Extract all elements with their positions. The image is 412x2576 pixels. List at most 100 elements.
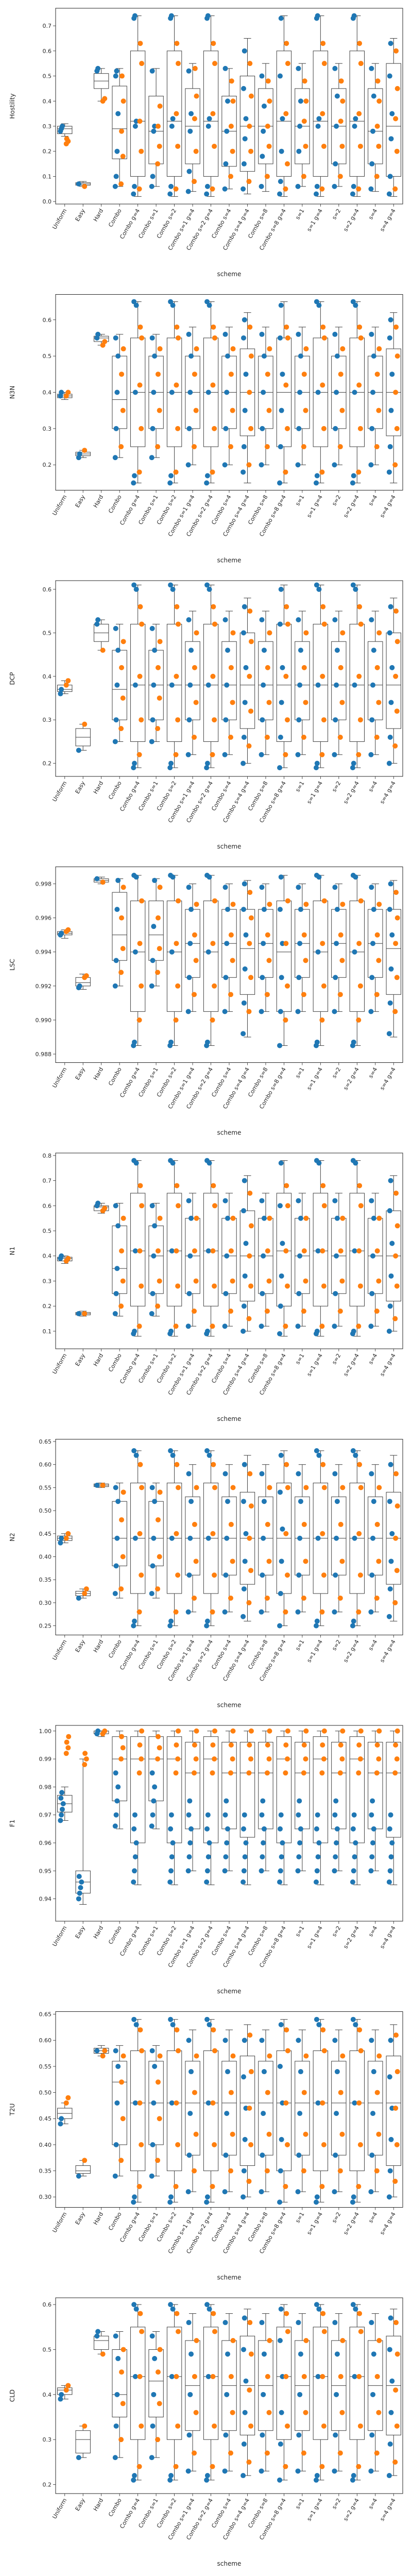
point-orange [303,2410,308,2415]
x-tick-label: Combo [107,1925,123,1945]
point-blue [187,1840,193,1845]
point-orange [392,1600,398,1605]
y-tick-label: 0.3 [43,1278,52,1284]
category-easy [75,448,91,461]
point-blue [389,2378,395,2384]
point-orange [139,2048,145,2054]
x-tick-label: s=1 g=4 [305,2211,324,2236]
point-blue [242,2410,248,2415]
x-tick-label: s=4 g=4 [379,494,397,519]
point-blue [389,371,395,377]
category-combo-s-4 [221,65,237,192]
point-blue [169,389,175,395]
point-blue [314,2016,319,2022]
point-blue [369,717,375,723]
point-orange [265,932,270,938]
point-blue [295,2468,301,2474]
point-orange [192,735,197,740]
category-s-1-g-4 [313,2302,329,2483]
y-tick-label: 0.55 [39,2063,52,2070]
point-orange [265,371,270,377]
point-orange [63,1751,69,1756]
point-blue [261,682,266,688]
category-combo-s-4 [221,2029,237,2195]
point-orange [392,1770,398,1776]
point-orange [303,1485,309,1490]
point-orange [228,1742,234,1748]
point-blue [115,1784,121,1790]
x-tick-label: Easy [74,494,87,509]
point-orange [139,1756,144,1762]
point-blue [260,1798,266,1804]
y-axis-label: DCP [9,672,16,685]
point-orange [118,970,124,975]
point-blue [205,1248,211,1253]
point-orange [356,469,362,475]
point-orange [248,915,254,921]
point-blue [371,93,376,99]
category-combo-s-2-g-4 [203,2016,219,2205]
point-orange [212,1485,218,1490]
point-blue [151,2392,157,2397]
point-blue [204,2016,210,2022]
category-combo-s-8-g-4 [276,1450,292,1629]
point-blue [371,648,376,653]
point-orange [338,932,344,938]
category-s-1 [295,884,310,1014]
point-orange [358,1485,364,1490]
y-tick-label: 0.4 [43,1253,52,1260]
point-blue [280,116,285,122]
point-blue [113,2048,118,2054]
point-orange [303,2131,308,2137]
point-orange [65,678,71,684]
point-orange [120,2401,126,2406]
point-orange [100,648,106,653]
point-blue [168,1039,174,1045]
point-blue [149,2048,155,2054]
point-orange [320,2311,326,2316]
point-blue [168,2473,174,2479]
point-orange [321,335,327,341]
point-blue [224,1253,230,1259]
point-orange [139,983,144,989]
category-combo-s-4 [221,884,237,1014]
point-blue [224,1798,229,1804]
point-orange [374,1770,380,1776]
point-orange [247,2387,252,2393]
point-orange [392,186,398,192]
point-blue [132,13,138,19]
point-blue [186,1572,192,1578]
point-blue [261,1215,267,1221]
category-s-1-g-4 [313,1158,329,1337]
point-blue [370,2392,376,2397]
point-orange [301,2168,306,2174]
point-orange [192,1742,197,1748]
point-blue [368,1609,374,1615]
point-blue [205,2100,211,2106]
point-orange [139,1283,144,1289]
point-orange [155,1303,161,1309]
point-orange [120,1278,126,1284]
x-tick-label: Combo [107,780,123,801]
y-tick-label: 0.3 [43,123,52,130]
point-orange [283,1017,288,1023]
point-orange [230,2053,236,2059]
point-blue [259,1009,264,1014]
point-blue [186,1291,192,1296]
point-blue [315,682,321,688]
point-blue [369,1198,374,1204]
point-blue [315,949,321,955]
x-tick-label: s=1 g=4 [305,494,324,519]
point-orange [175,2423,181,2429]
box [112,2061,127,2145]
point-orange [247,608,253,614]
point-orange [174,1183,180,1189]
point-orange [138,324,143,330]
point-blue [313,1879,319,1885]
category-combo-s-1-g-4 [185,884,200,1014]
point-blue [241,2074,246,2080]
point-orange [285,335,290,341]
point-blue [371,2069,376,2075]
y-tick-label: 0.99 [39,1756,52,1762]
category-combo-g-4 [130,873,146,1048]
